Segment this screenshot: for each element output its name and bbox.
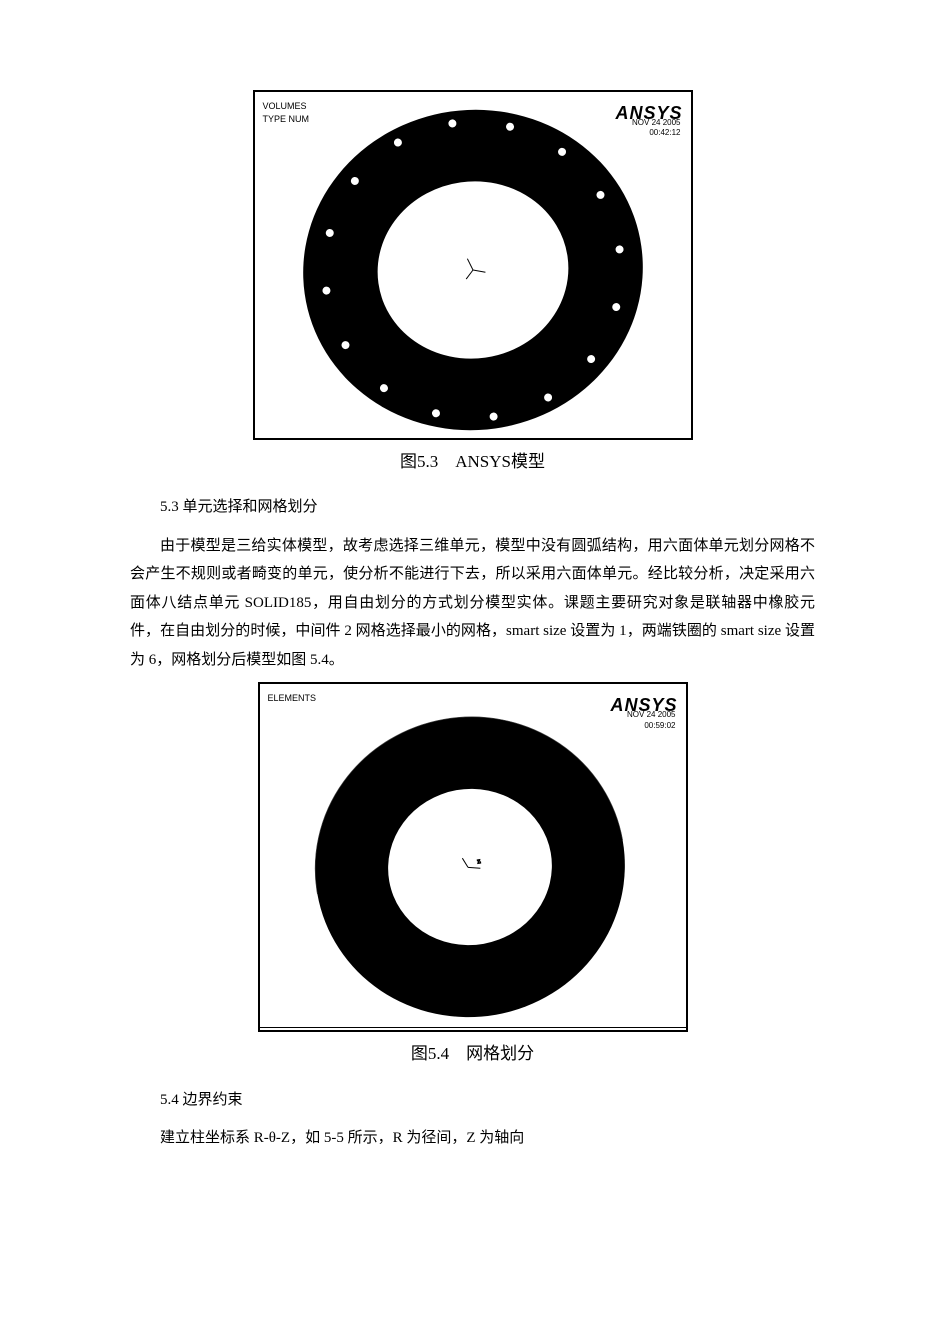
figure-bottom-rule — [260, 1027, 686, 1028]
figure-5-4-caption: 图5.4 网格划分 — [411, 1038, 534, 1070]
figure-5-3: VOLUMES TYPE NUM ANSYS NOV 24 2005 00:42… — [130, 90, 815, 478]
figure-5-4-frame: ELEMENTS ANSYS NOV 24 2005 00:59:02 z — [258, 682, 688, 1032]
figure-5-4: ELEMENTS ANSYS NOV 24 2005 00:59:02 z 图5 — [130, 682, 815, 1070]
section-5-3-heading: 5.3 单元选择和网格划分 — [130, 493, 815, 522]
section-5-3-paragraph: 由于模型是三给实体模型，故考虑选择三维单元，模型中没有圆弧结构，用六面体单元划分… — [130, 532, 815, 675]
mesh-model-svg: z — [258, 682, 688, 1032]
figure-5-3-caption: 图5.3 ANSYS模型 — [400, 446, 545, 478]
section-5-4-heading: 5.4 边界约束 — [130, 1086, 815, 1115]
section-5-4-paragraph: 建立柱坐标系 R-θ-Z，如 5-5 所示，R 为径间，Z 为轴向 — [130, 1124, 815, 1153]
figure-5-3-frame: VOLUMES TYPE NUM ANSYS NOV 24 2005 00:42… — [253, 90, 693, 440]
ring-model-svg — [253, 90, 693, 440]
